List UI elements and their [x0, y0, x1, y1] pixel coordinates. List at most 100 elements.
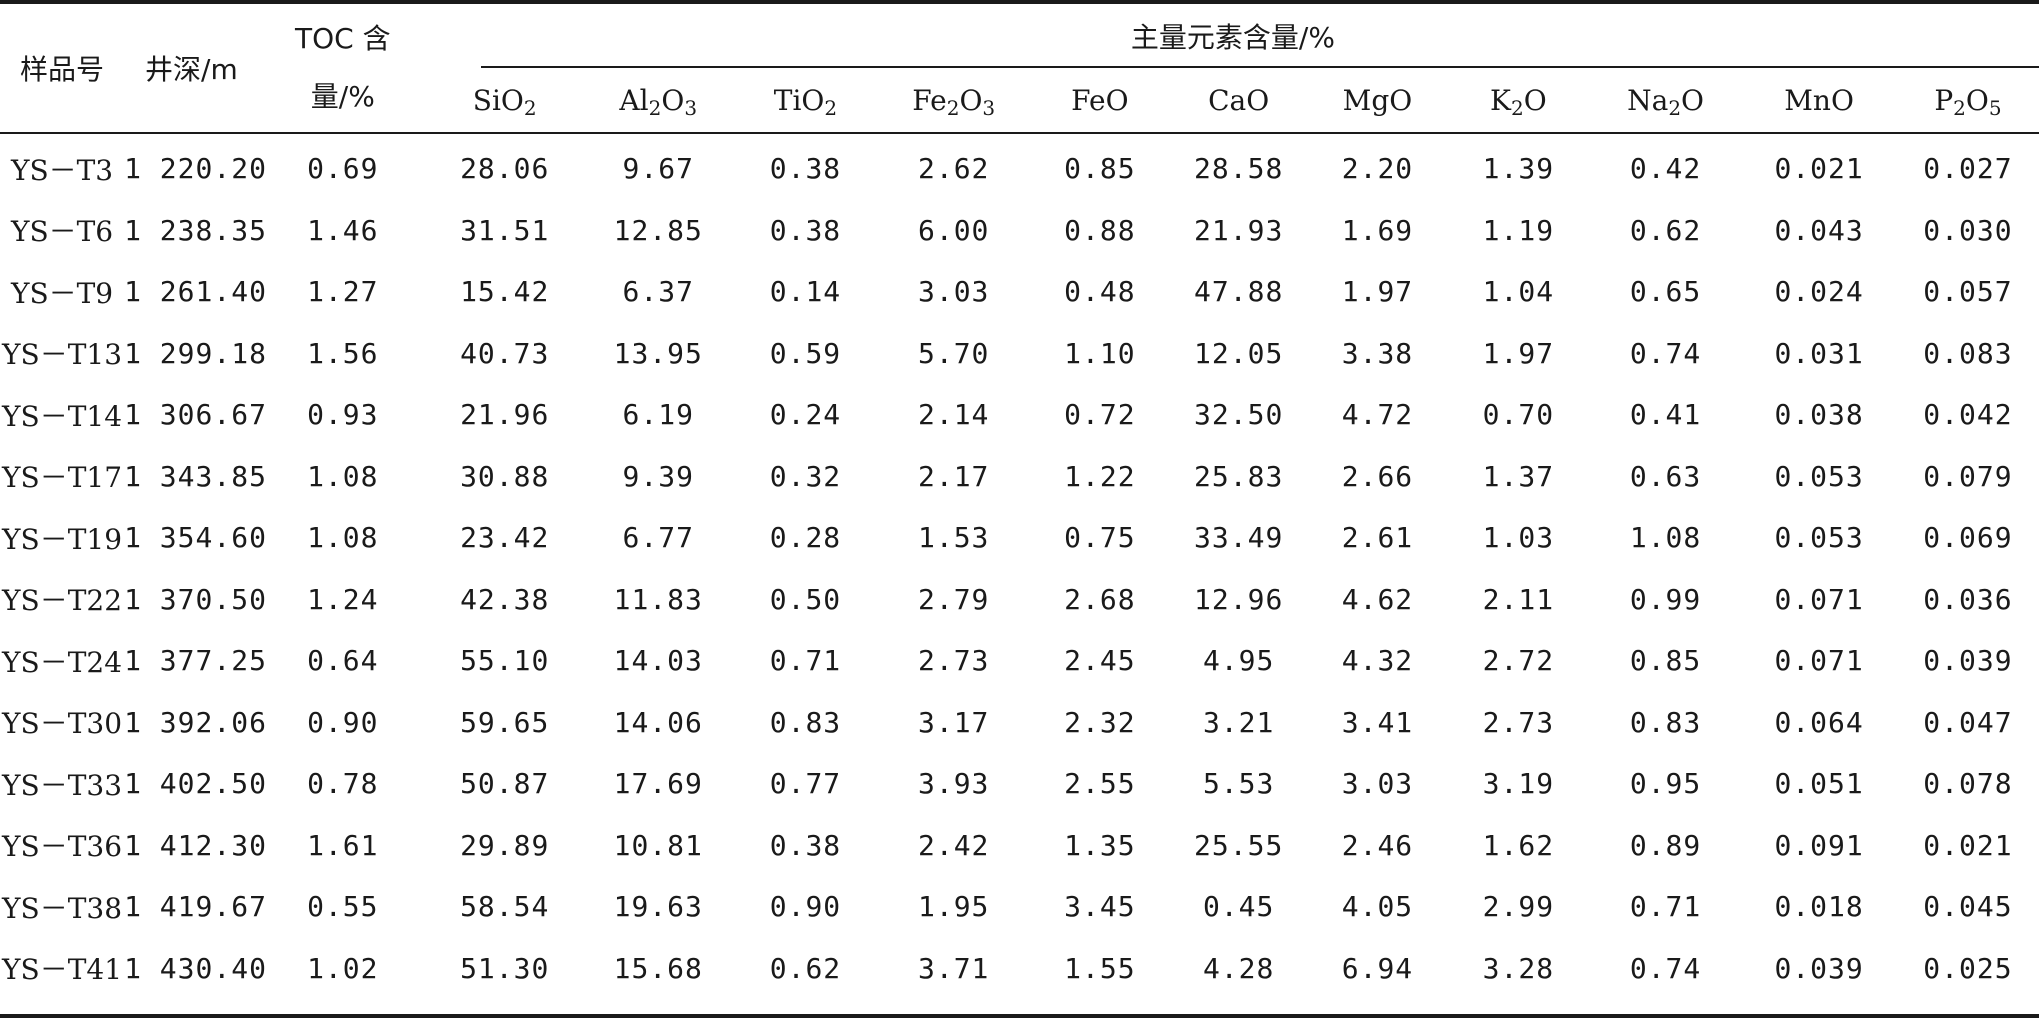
- oxide-formula-tail: O: [1681, 83, 1705, 117]
- table-cell: 0.42: [1629, 152, 1702, 186]
- table-cell: 1.08: [1629, 521, 1702, 555]
- table-cell: 0.018: [1774, 890, 1864, 924]
- table-cell: 1 430.40: [124, 951, 267, 985]
- table-cell: 2.55: [1064, 767, 1136, 801]
- table-cell: 6.37: [622, 275, 694, 309]
- sample-id-cell: YS－T33: [2, 768, 123, 802]
- table-cell: 3.17: [917, 705, 990, 739]
- table-cell: 3.28: [1482, 951, 1555, 985]
- table-cell: 12.96: [1194, 582, 1284, 616]
- table-cell: 1.24: [307, 582, 379, 616]
- header-oxide: MnO: [1741, 68, 1897, 132]
- table-cell: 1.56: [307, 336, 379, 370]
- table-cell: 1.27: [307, 275, 379, 309]
- sample-id-cell: YS－T38: [2, 891, 123, 925]
- table-cell: 29.89: [460, 828, 550, 862]
- table-cell: 42.38: [460, 582, 550, 616]
- table-cell: 0.74: [1629, 336, 1702, 370]
- sample-id-cell: YS－T24: [2, 645, 123, 679]
- table-cell: 1 220.20: [124, 152, 267, 186]
- table-cell: 21.96: [460, 398, 550, 432]
- table-cell: 3.19: [1482, 767, 1555, 801]
- sample-id-cell: YS－T14: [2, 399, 123, 433]
- table-cell: 0.72: [1064, 398, 1136, 432]
- table-row: YS－T3 1 220.20 0.69 28.06 9.67 0.38 2.62 0.85 28…: [0, 132, 2039, 200]
- table-cell: 0.62: [769, 951, 842, 985]
- header-oxide: Na2O: [1590, 68, 1741, 132]
- table-cell: 1.10: [1064, 336, 1136, 370]
- header-major-elements: 主量元素含量/%: [1130, 21, 1335, 54]
- header-oxide: CaO: [1169, 68, 1308, 132]
- table-cell: 0.69: [307, 152, 379, 186]
- table-cell: 58.54: [460, 890, 550, 924]
- table-cell: 2.72: [1482, 644, 1555, 678]
- header-oxide: Fe2O3: [877, 68, 1031, 132]
- table-cell: 1 261.40: [124, 275, 267, 309]
- table-row: YS－T36 1 412.30 1.61 29.89 10.81 0.38 2.42 1.35…: [0, 815, 2039, 877]
- table-cell: 1.53: [917, 521, 990, 555]
- table-cell: 0.078: [1923, 767, 2013, 801]
- table-cell: 4.72: [1341, 398, 1414, 432]
- table-cell: 0.59: [769, 336, 842, 370]
- table-cell: 2.73: [1482, 705, 1555, 739]
- header-oxide: MgO: [1308, 68, 1447, 132]
- table-cell: 1.04: [1482, 275, 1555, 309]
- table-cell: 0.053: [1774, 459, 1864, 493]
- table-cell: 0.083: [1923, 336, 2013, 370]
- table-cell: 4.28: [1202, 951, 1275, 985]
- table-cell: 0.039: [1923, 644, 2013, 678]
- table-cell: 1 419.67: [124, 890, 267, 924]
- table-cell: 2.14: [917, 398, 990, 432]
- table-cell: 3.45: [1064, 890, 1136, 924]
- table-cell: 2.62: [917, 152, 990, 186]
- table-cell: 19.63: [613, 890, 703, 924]
- table-cell: 0.039: [1774, 951, 1864, 985]
- oxide-formula-tail: O: [959, 83, 983, 117]
- table-cell: 50.87: [460, 767, 550, 801]
- table-cell: 0.74: [1629, 951, 1702, 985]
- table-cell: 1.55: [1064, 951, 1136, 985]
- table-cell: 0.89: [1629, 828, 1702, 862]
- table-row: YS－T24 1 377.25 0.64 55.10 14.03 0.71 2.73 2.45…: [0, 630, 2039, 692]
- table-cell: 3.93: [917, 767, 990, 801]
- sample-id-cell: YS－T13: [2, 338, 123, 372]
- table-cell: 1.19: [1482, 213, 1555, 247]
- table-cell: 0.41: [1629, 398, 1702, 432]
- table-cell: 10.81: [613, 828, 703, 862]
- table-cell: 3.38: [1341, 336, 1414, 370]
- table-cell: 9.39: [622, 459, 694, 493]
- table-cell: 0.62: [1629, 213, 1702, 247]
- table-cell: 0.043: [1774, 213, 1864, 247]
- table-cell: 3.03: [917, 275, 990, 309]
- sample-id-cell: YS－T6: [10, 215, 114, 249]
- table-cell: 0.65: [1629, 275, 1702, 309]
- table-cell: 0.38: [769, 152, 842, 186]
- table-cell: 6.00: [917, 213, 990, 247]
- table-cell: 2.66: [1341, 459, 1414, 493]
- table-cell: 30.88: [460, 459, 550, 493]
- table-cell: 2.61: [1341, 521, 1414, 555]
- table-cell: 0.24: [769, 398, 842, 432]
- header-sample: 样品号: [20, 53, 105, 86]
- oxide-formula: MgO: [1342, 83, 1413, 117]
- element-content-table: 样品号 井深/m TOC 含 量/% 主量元素含量/% SiO2 Al2O3 TiO…: [0, 4, 2039, 999]
- table-cell: 6.19: [622, 398, 694, 432]
- table-cell: 0.071: [1774, 582, 1864, 616]
- table-cell: 4.95: [1202, 644, 1275, 678]
- table-cell: 4.05: [1341, 890, 1414, 924]
- table-cell: 0.38: [769, 828, 842, 862]
- table-cell: 1.22: [1064, 459, 1136, 493]
- table-cell: 31.51: [460, 213, 550, 247]
- table-cell: 1 343.85: [124, 459, 267, 493]
- sample-id-cell: YS－T19: [2, 522, 123, 556]
- table-cell: 0.038: [1774, 398, 1864, 432]
- table-cell: 3.21: [1202, 705, 1275, 739]
- table-row: YS－T30 1 392.06 0.90 59.65 14.06 0.83 3.17 2.32…: [0, 692, 2039, 754]
- oxide-subscript: 2: [824, 95, 838, 120]
- table-cell: 0.021: [1923, 828, 2013, 862]
- table-cell: 4.62: [1341, 582, 1414, 616]
- table-cell: 1.35: [1064, 828, 1136, 862]
- table-cell: 55.10: [460, 644, 550, 678]
- header-oxide: SiO2: [427, 68, 583, 132]
- table-cell: 1 412.30: [124, 828, 267, 862]
